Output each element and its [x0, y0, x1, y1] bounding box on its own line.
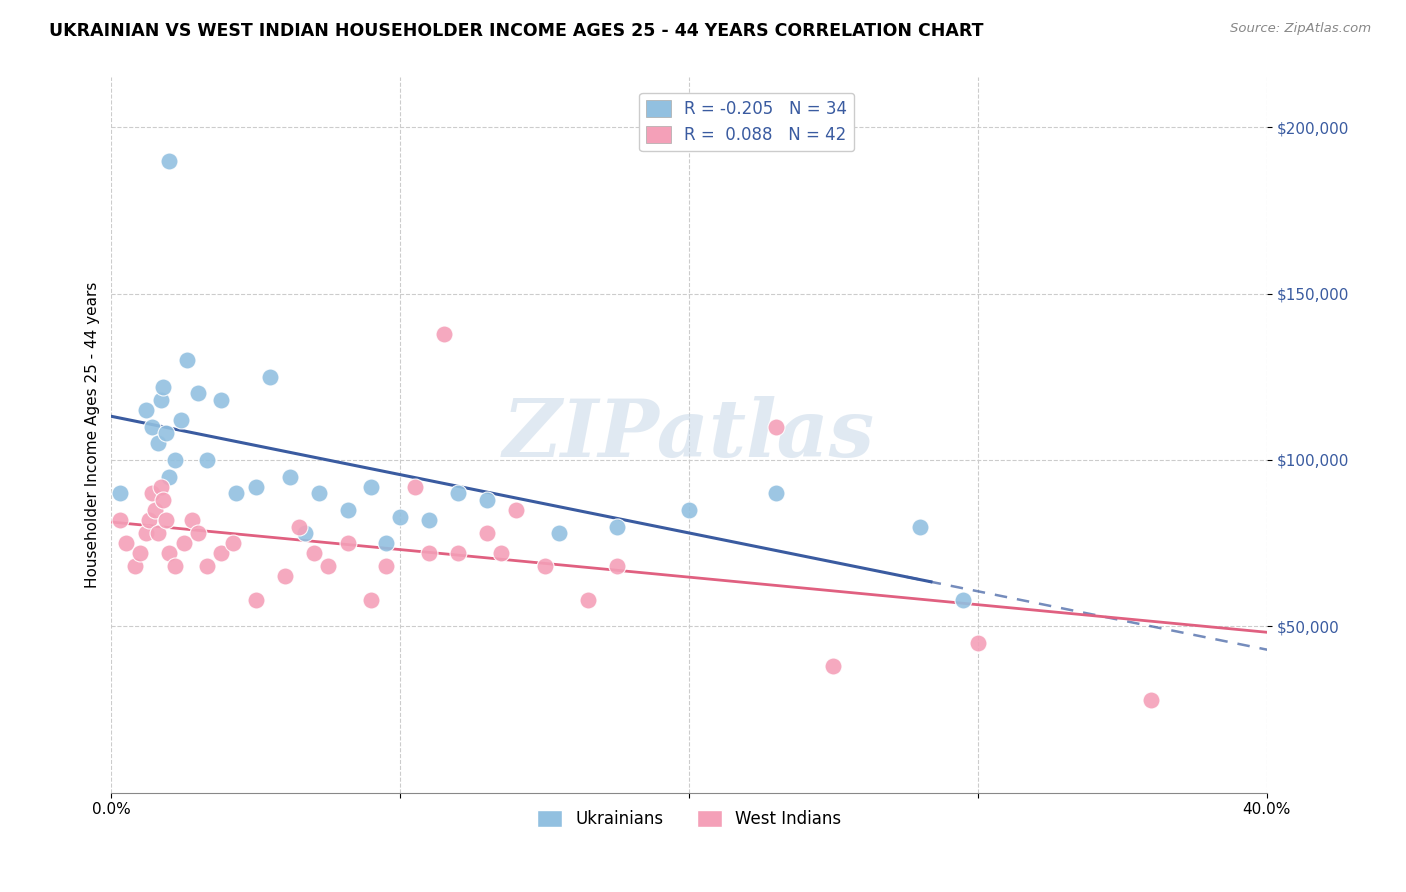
Point	[316, 559, 339, 574]
Point	[135, 526, 157, 541]
Point	[157, 546, 180, 560]
Point	[157, 469, 180, 483]
Point	[152, 492, 174, 507]
Point	[115, 536, 138, 550]
Point	[173, 536, 195, 550]
Point	[337, 536, 360, 550]
Point	[280, 469, 302, 483]
Point	[606, 519, 628, 533]
Point	[952, 592, 974, 607]
Point	[606, 559, 628, 574]
Point	[908, 519, 931, 533]
Point	[135, 403, 157, 417]
Point	[245, 480, 267, 494]
Point	[149, 393, 172, 408]
Point	[294, 526, 316, 541]
Point	[447, 546, 470, 560]
Point	[163, 559, 186, 574]
Text: ZIPatlas: ZIPatlas	[503, 396, 875, 474]
Point	[149, 480, 172, 494]
Point	[823, 659, 845, 673]
Point	[765, 419, 787, 434]
Point	[181, 513, 204, 527]
Point	[155, 426, 177, 441]
Point	[967, 636, 990, 650]
Point	[302, 546, 325, 560]
Point	[108, 513, 131, 527]
Point	[138, 513, 160, 527]
Point	[124, 559, 146, 574]
Point	[129, 546, 152, 560]
Point	[187, 526, 209, 541]
Point	[374, 536, 396, 550]
Point	[491, 546, 513, 560]
Text: Source: ZipAtlas.com: Source: ZipAtlas.com	[1230, 22, 1371, 36]
Point	[360, 480, 382, 494]
Point	[187, 386, 209, 401]
Point	[209, 546, 232, 560]
Point	[404, 480, 426, 494]
Point	[475, 492, 498, 507]
Point	[163, 453, 186, 467]
Point	[337, 503, 360, 517]
Point	[146, 436, 169, 450]
Point	[475, 526, 498, 541]
Point	[143, 503, 166, 517]
Point	[209, 393, 232, 408]
Point	[157, 153, 180, 168]
Point	[678, 503, 700, 517]
Point	[259, 369, 281, 384]
Point	[432, 326, 454, 341]
Y-axis label: Householder Income Ages 25 - 44 years: Householder Income Ages 25 - 44 years	[86, 282, 100, 588]
Point	[170, 413, 193, 427]
Point	[418, 513, 440, 527]
Point	[195, 453, 218, 467]
Point	[146, 526, 169, 541]
Point	[533, 559, 555, 574]
Point	[576, 592, 599, 607]
Text: UKRAINIAN VS WEST INDIAN HOUSEHOLDER INCOME AGES 25 - 44 YEARS CORRELATION CHART: UKRAINIAN VS WEST INDIAN HOUSEHOLDER INC…	[49, 22, 984, 40]
Point	[222, 536, 245, 550]
Point	[548, 526, 571, 541]
Point	[141, 419, 163, 434]
Point	[765, 486, 787, 500]
Point	[418, 546, 440, 560]
Point	[195, 559, 218, 574]
Point	[225, 486, 247, 500]
Point	[152, 380, 174, 394]
Point	[389, 509, 412, 524]
Point	[273, 569, 295, 583]
Point	[245, 592, 267, 607]
Point	[308, 486, 330, 500]
Point	[288, 519, 311, 533]
Point	[155, 513, 177, 527]
Point	[505, 503, 527, 517]
Legend: Ukrainians, West Indians: Ukrainians, West Indians	[530, 803, 848, 834]
Point	[374, 559, 396, 574]
Point	[447, 486, 470, 500]
Point	[1140, 692, 1163, 706]
Point	[108, 486, 131, 500]
Point	[176, 353, 198, 368]
Point	[360, 592, 382, 607]
Point	[141, 486, 163, 500]
